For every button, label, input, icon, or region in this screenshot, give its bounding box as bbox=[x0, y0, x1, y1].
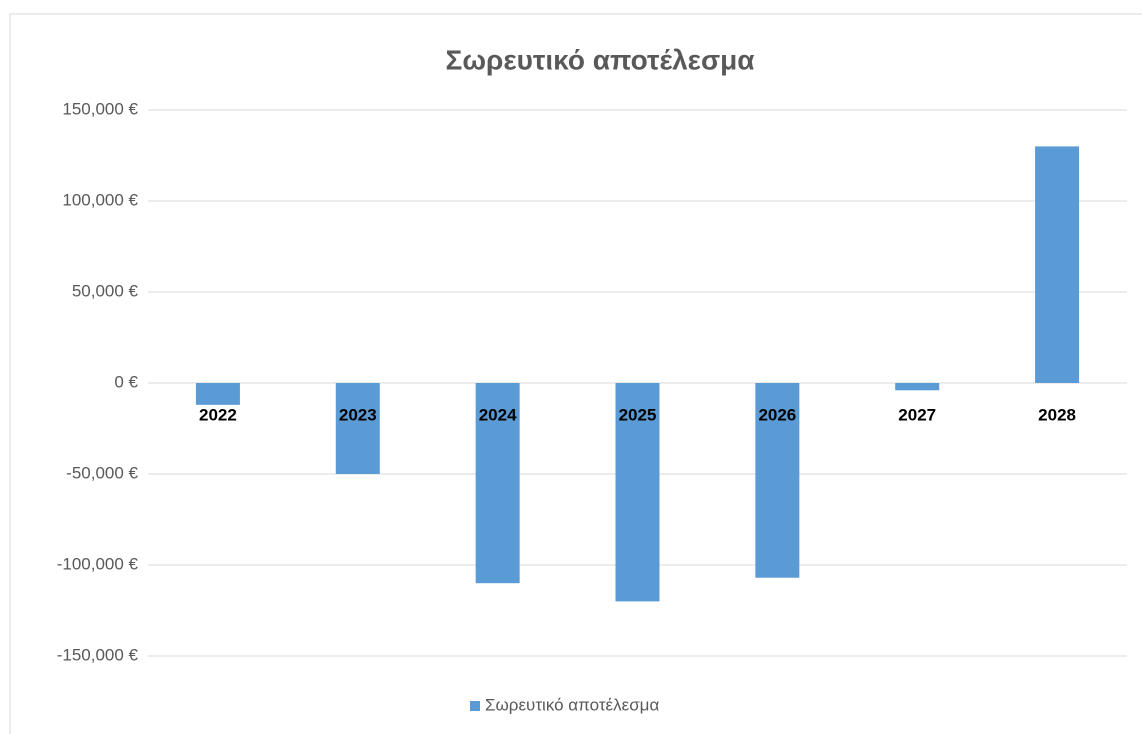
y-tick-label: -100,000 € bbox=[57, 554, 139, 573]
bar bbox=[195, 383, 240, 405]
legend-label: Σωρευτικό αποτέλεσμα bbox=[485, 695, 659, 714]
bar bbox=[895, 383, 940, 391]
y-tick-label: 0 € bbox=[114, 372, 138, 391]
bar bbox=[1035, 146, 1080, 383]
x-tick-label: 2028 bbox=[1038, 405, 1076, 424]
chart-title: Σωρευτικό αποτέλεσμα bbox=[446, 44, 755, 75]
x-tick-label: 2022 bbox=[199, 405, 237, 424]
x-tick-label: 2023 bbox=[339, 405, 377, 424]
y-tick-label: 50,000 € bbox=[72, 281, 139, 300]
bar bbox=[755, 383, 800, 578]
bar bbox=[615, 383, 660, 602]
y-tick-label: -150,000 € bbox=[57, 645, 139, 664]
y-tick-label: 150,000 € bbox=[62, 99, 138, 118]
bar bbox=[475, 383, 520, 584]
legend-swatch bbox=[470, 701, 480, 711]
x-tick-label: 2024 bbox=[479, 405, 517, 424]
x-tick-label: 2025 bbox=[619, 405, 657, 424]
bar bbox=[335, 383, 380, 474]
y-tick-label: -50,000 € bbox=[66, 463, 138, 482]
x-tick-label: 2026 bbox=[758, 405, 796, 424]
x-tick-label: 2027 bbox=[898, 405, 936, 424]
y-tick-label: 100,000 € bbox=[62, 190, 138, 209]
chart-border bbox=[9, 13, 1142, 734]
